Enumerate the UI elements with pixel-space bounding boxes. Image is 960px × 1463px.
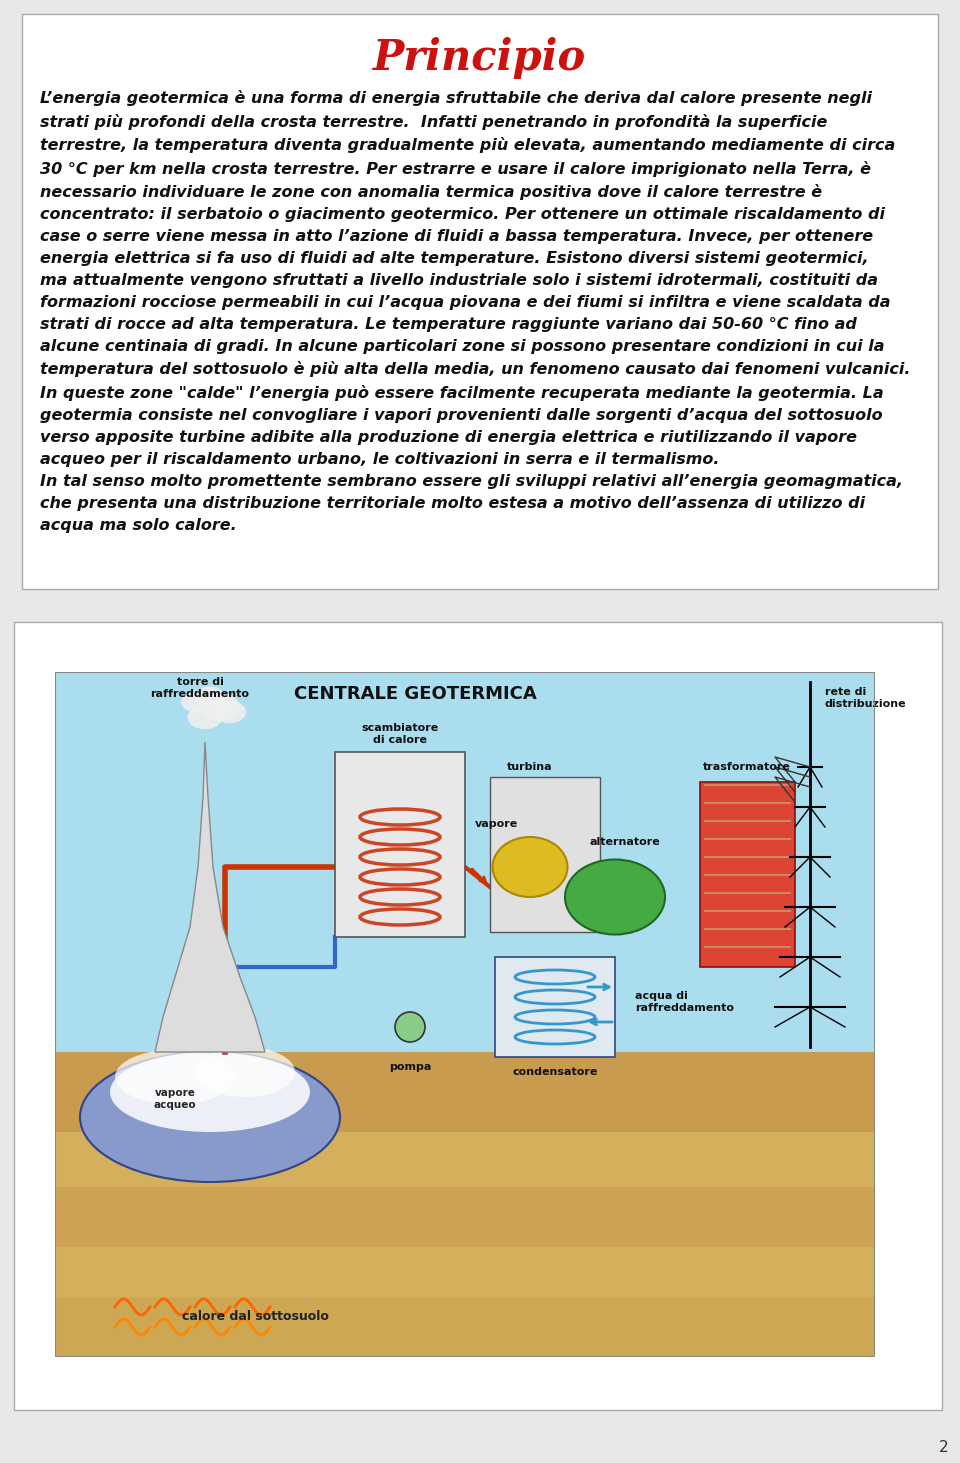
Text: scambiatore
di calore: scambiatore di calore <box>361 723 439 745</box>
Ellipse shape <box>181 692 209 712</box>
Text: condensatore: condensatore <box>513 1067 598 1077</box>
Ellipse shape <box>195 686 225 708</box>
Text: torre di
raffreddamento: torre di raffreddamento <box>151 677 250 699</box>
Text: rete di
distribuzione: rete di distribuzione <box>825 688 906 708</box>
Bar <box>22 15 938 590</box>
Ellipse shape <box>214 701 246 723</box>
Polygon shape <box>155 742 265 1052</box>
Text: alternatore: alternatore <box>589 837 660 847</box>
Bar <box>55 1298 875 1358</box>
Ellipse shape <box>110 1052 310 1132</box>
Text: calore dal sottosuolo: calore dal sottosuolo <box>181 1311 328 1324</box>
Text: turbina: turbina <box>507 762 553 772</box>
Ellipse shape <box>200 693 240 721</box>
Text: acqua di
raffreddamento: acqua di raffreddamento <box>635 992 734 1012</box>
Ellipse shape <box>395 1012 425 1042</box>
Bar <box>55 1246 875 1298</box>
Text: vapore
acqueo: vapore acqueo <box>154 1088 196 1110</box>
Bar <box>55 1052 875 1132</box>
Bar <box>335 752 465 936</box>
Text: CENTRALE GEOTERMICA: CENTRALE GEOTERMICA <box>294 685 537 704</box>
Bar <box>14 622 942 1410</box>
Ellipse shape <box>80 1052 340 1182</box>
Text: L’energia geotermica è una forma di energia sfruttabile che deriva dal calore pr: L’energia geotermica è una forma di ener… <box>40 91 910 533</box>
Text: Principio: Principio <box>373 37 587 79</box>
Text: 2: 2 <box>938 1441 948 1456</box>
Ellipse shape <box>187 705 223 729</box>
Bar <box>55 1052 875 1358</box>
Bar <box>55 1186 875 1246</box>
Text: pompa: pompa <box>389 1062 431 1072</box>
Bar <box>55 672 875 1052</box>
Ellipse shape <box>492 837 567 897</box>
Text: trasformatore: trasformatore <box>703 762 791 772</box>
Ellipse shape <box>195 1048 295 1097</box>
Bar <box>495 957 615 1056</box>
Bar <box>700 783 795 967</box>
Bar <box>490 777 600 932</box>
Text: vapore: vapore <box>475 819 518 830</box>
Ellipse shape <box>115 1049 235 1105</box>
Bar <box>55 1132 875 1186</box>
Ellipse shape <box>565 859 665 935</box>
